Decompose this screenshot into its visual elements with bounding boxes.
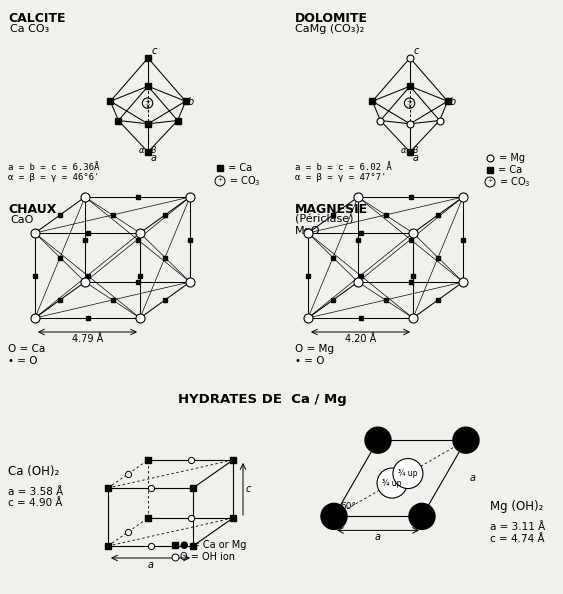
Text: O = OH ion: O = OH ion <box>180 552 235 562</box>
Text: α = β = γ = 47°7': α = β = γ = 47°7' <box>295 173 386 182</box>
Text: a: a <box>412 153 418 163</box>
Text: α = β = γ = 46°6': α = β = γ = 46°6' <box>8 173 100 182</box>
Text: = Mg: = Mg <box>496 153 525 163</box>
Text: = Ca: = Ca <box>495 165 522 175</box>
Text: Mg (OH)₂: Mg (OH)₂ <box>490 500 543 513</box>
Text: a = 3.11 Å: a = 3.11 Å <box>490 522 545 532</box>
Circle shape <box>377 468 407 498</box>
Text: • = O: • = O <box>295 356 324 366</box>
Text: a = 3.58 Å: a = 3.58 Å <box>8 487 63 497</box>
Text: = Ca: = Ca <box>225 163 252 173</box>
Text: c: c <box>414 46 419 56</box>
Text: O = Ca: O = Ca <box>8 344 45 354</box>
Circle shape <box>365 427 391 453</box>
Text: CaO: CaO <box>10 215 33 225</box>
Text: • = O: • = O <box>8 356 38 366</box>
Text: (Périclase): (Périclase) <box>295 215 354 225</box>
Circle shape <box>453 427 479 453</box>
Circle shape <box>409 503 435 529</box>
Text: a = b = c = 6.36Å: a = b = c = 6.36Å <box>8 163 100 172</box>
Text: CALCITE: CALCITE <box>8 12 65 25</box>
Text: a: a <box>470 473 476 484</box>
Text: ¾ up: ¾ up <box>382 479 402 488</box>
Text: CHAUX: CHAUX <box>8 203 56 216</box>
Text: +: + <box>488 178 493 183</box>
Text: MAGNESIE: MAGNESIE <box>295 203 368 216</box>
Text: β: β <box>150 146 156 156</box>
Text: MgO: MgO <box>295 226 320 236</box>
Text: Ca CO₃: Ca CO₃ <box>10 24 49 34</box>
Text: α: α <box>138 146 144 156</box>
Text: HYDRATES DE  Ca / Mg: HYDRATES DE Ca / Mg <box>178 393 347 406</box>
Text: = CO$_3$: = CO$_3$ <box>226 174 261 188</box>
Text: 4.20 Å: 4.20 Å <box>345 334 376 344</box>
Text: 60°: 60° <box>340 503 356 511</box>
Text: DOLOMITE: DOLOMITE <box>295 12 368 25</box>
Text: a: a <box>150 153 157 163</box>
Text: 4.79 Å: 4.79 Å <box>72 334 103 344</box>
Text: ¾ up: ¾ up <box>398 469 418 478</box>
Text: c: c <box>152 46 157 56</box>
Text: Ca (OH)₂: Ca (OH)₂ <box>8 465 59 478</box>
Text: a = b = c = 6.02 Å: a = b = c = 6.02 Å <box>295 163 392 172</box>
Text: a: a <box>148 560 154 570</box>
Text: b: b <box>187 97 194 106</box>
Text: +: + <box>406 99 413 105</box>
Circle shape <box>321 503 347 529</box>
Text: c = 4.74 Å: c = 4.74 Å <box>490 534 544 544</box>
Circle shape <box>393 459 423 488</box>
Text: CaMg (CO₃)₂: CaMg (CO₃)₂ <box>295 24 364 34</box>
Text: +: + <box>217 177 222 182</box>
Text: +: + <box>145 99 150 105</box>
Text: c = 4.90 Å: c = 4.90 Å <box>8 498 62 508</box>
Text: O = Mg: O = Mg <box>295 344 334 354</box>
Text: ● = Ca or Mg: ● = Ca or Mg <box>180 540 247 550</box>
Text: c: c <box>246 484 251 494</box>
Text: α: α <box>400 146 406 156</box>
Text: a: a <box>375 532 381 542</box>
Text: γ: γ <box>408 103 412 108</box>
Text: b: b <box>449 97 455 106</box>
Text: β: β <box>412 146 418 156</box>
Text: = CO$_3$: = CO$_3$ <box>496 175 531 189</box>
Text: γ: γ <box>146 103 149 108</box>
